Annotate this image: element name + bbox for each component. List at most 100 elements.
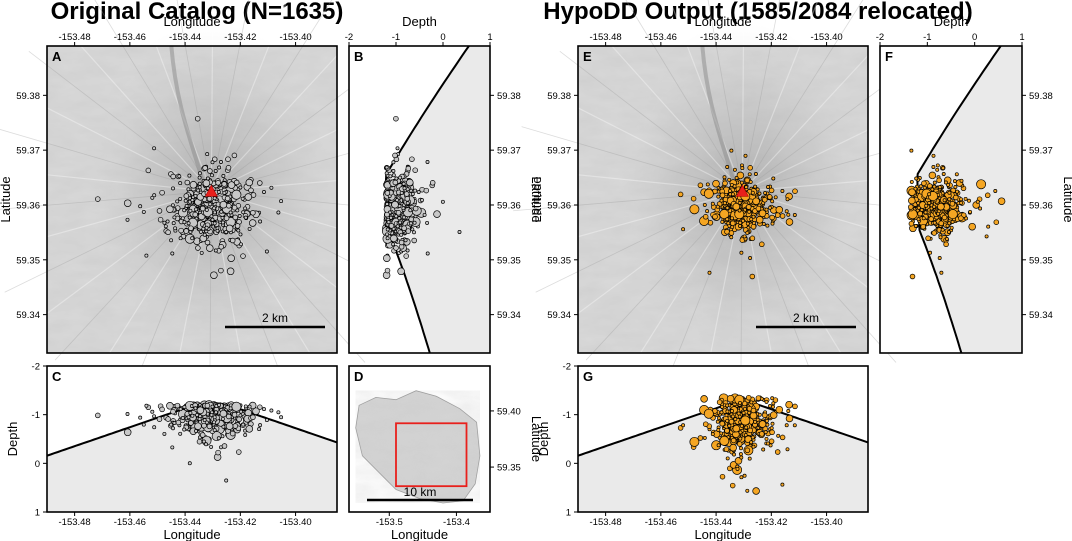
earthquake-event <box>725 456 730 461</box>
earthquake-event <box>739 455 744 460</box>
earthquake-event <box>398 220 403 225</box>
earthquake-event <box>144 403 149 408</box>
earthquake-event <box>245 425 254 433</box>
earthquake-event <box>198 229 203 234</box>
earthquake-event <box>244 193 253 201</box>
earthquake-event <box>768 187 775 194</box>
earthquake-event <box>152 146 157 151</box>
earthquake-event <box>269 408 274 413</box>
panel-g-longitude-depth: -153.48 -153.46 -153.44 -153.42 -153.40 -2 -1 0… <box>536 362 869 541</box>
earthquake-event <box>141 422 146 427</box>
earthquake-event <box>730 216 734 221</box>
panel-a-gully <box>0 191 200 210</box>
earthquake-event <box>206 423 213 430</box>
earthquake-event <box>170 251 175 256</box>
earthquake-event <box>395 210 402 216</box>
earthquake-event <box>210 160 215 165</box>
earthquake-event <box>162 220 167 225</box>
earthquake-event <box>909 148 914 153</box>
depth-tick-label: -1 <box>392 32 400 43</box>
earthquake-event <box>231 189 242 200</box>
earthquake-event <box>218 267 224 274</box>
panel-label: G <box>583 369 593 384</box>
earthquake-event <box>764 436 769 441</box>
earthquake-event <box>908 196 916 205</box>
earthquake-event <box>171 221 176 226</box>
panel-label: E <box>583 49 592 64</box>
earthquake-event <box>729 235 734 240</box>
panel-e-gully <box>535 196 732 293</box>
panel-e-gully <box>588 19 735 183</box>
earthquake-event <box>984 192 991 199</box>
earthquake-event <box>727 177 732 182</box>
earthquake-event <box>220 416 225 421</box>
earthquake-event <box>768 403 772 408</box>
earthquake-event <box>772 397 779 403</box>
earthquake-event <box>398 239 405 246</box>
earthquake-event <box>412 167 418 173</box>
earthquake-event <box>243 432 248 437</box>
panel-a-gully <box>210 0 214 180</box>
x-axis-label: Longitude <box>694 527 751 541</box>
earthquake-event <box>716 428 721 432</box>
earthquake-event <box>390 234 398 243</box>
scale-bar-label: 2 km <box>793 311 819 325</box>
earthquake-event <box>212 420 217 425</box>
earthquake-event <box>215 180 221 186</box>
earthquake-event <box>138 204 143 209</box>
earthquake-event <box>736 411 741 416</box>
earthquake-event <box>747 456 752 461</box>
earthquake-event <box>722 180 728 187</box>
panel-e-gully <box>741 0 745 180</box>
lon-tick-label: -153.46 <box>645 517 677 528</box>
lat-tick-label: 59.38 <box>547 91 571 102</box>
earthquake-event <box>705 209 710 214</box>
earthquake-event <box>257 427 262 432</box>
earthquake-event <box>178 407 183 412</box>
earthquake-event <box>425 251 430 256</box>
earthquake-event <box>712 179 720 188</box>
earthquake-event <box>728 188 732 193</box>
earthquake-event <box>732 167 737 172</box>
panel-e-gully <box>744 0 781 180</box>
summit-vent-triangle <box>204 184 218 197</box>
y-axis-label: Latitude <box>529 176 544 222</box>
earthquake-event <box>205 176 210 181</box>
earthquake-event <box>710 201 715 206</box>
earthquake-event <box>725 165 730 169</box>
earthquake-event <box>702 435 707 440</box>
earthquake-event <box>931 165 936 169</box>
depth-tick-label: 0 <box>972 32 977 43</box>
earthquake-event <box>702 421 709 427</box>
earthquake-event <box>218 244 224 250</box>
panel-a-gully <box>215 0 288 181</box>
earthquake-event <box>743 153 748 158</box>
earthquake-event <box>681 423 686 428</box>
earthquake-event <box>689 204 700 215</box>
earthquake-event <box>233 179 240 186</box>
earthquake-event <box>221 443 228 449</box>
earthquake-event <box>723 446 730 452</box>
earthquake-event <box>257 180 263 186</box>
scale-bar-label: 10 km <box>404 485 437 499</box>
earthquake-event <box>217 403 222 407</box>
earthquake-event <box>700 395 708 403</box>
earthquake-event <box>976 179 987 190</box>
earthquake-event <box>386 220 391 225</box>
earthquake-event <box>182 405 187 409</box>
earthquake-event <box>769 214 775 221</box>
earthquake-event <box>186 221 191 226</box>
earthquake-event <box>937 185 942 190</box>
panel-e-gully <box>750 199 897 363</box>
earthquake-event <box>232 214 239 221</box>
panel-a-gully <box>28 50 203 185</box>
earthquake-event <box>391 200 399 209</box>
earthquake-event <box>940 227 945 232</box>
earthquake-event <box>749 217 754 222</box>
earthquake-event <box>393 115 399 122</box>
earthquake-event <box>226 413 232 420</box>
earthquake-event <box>753 184 758 189</box>
earthquake-event <box>757 191 762 196</box>
earthquake-event <box>764 418 769 423</box>
y-axis-label: Depth <box>536 422 551 457</box>
